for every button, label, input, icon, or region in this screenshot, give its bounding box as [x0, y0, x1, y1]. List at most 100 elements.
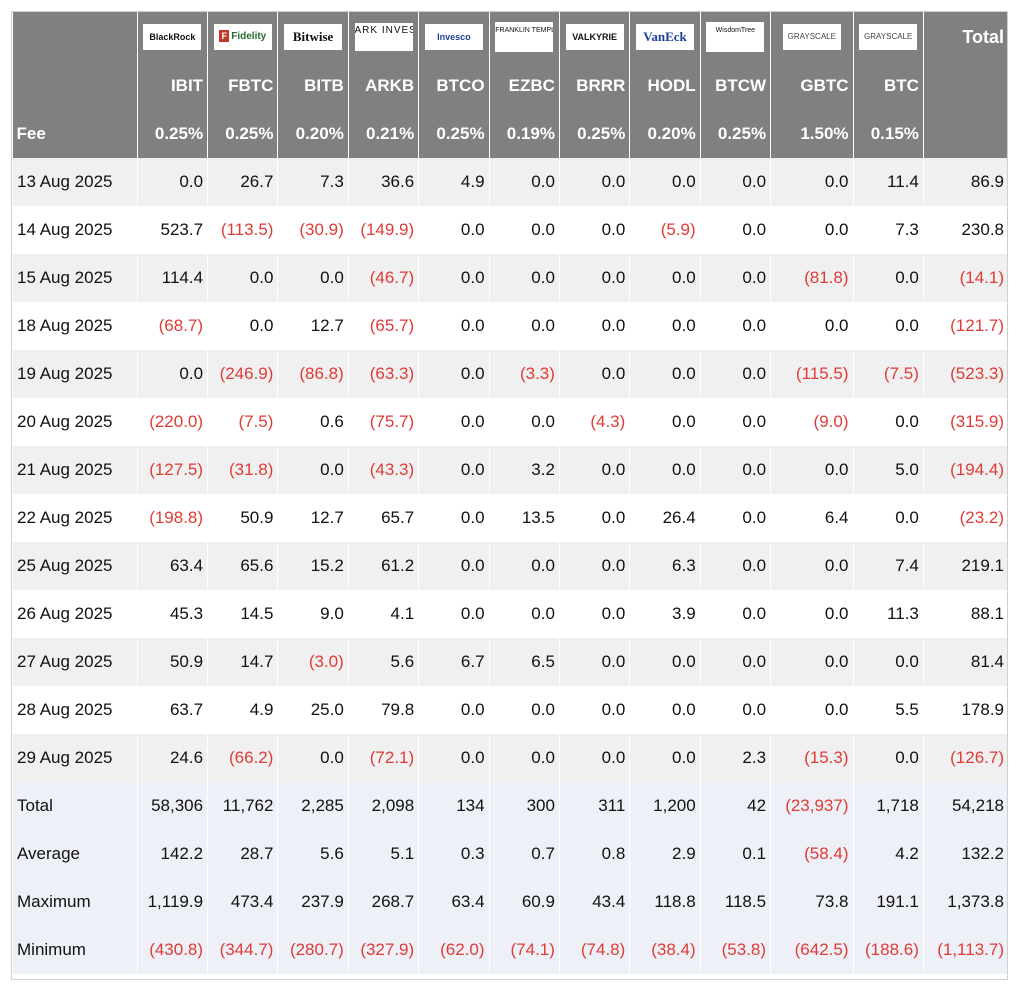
- stat-cell: (58.4): [770, 830, 854, 878]
- stat-row: Minimum (430.8) (344.7) (280.7) (327.9) (62.0…: [12, 926, 1008, 974]
- issuer-logo-cell: Invesco: [418, 12, 490, 62]
- table-row: 21 Aug 2025 (127.5) (31.8) 0.0 (43.3) 0.0 3.2 0…: [12, 446, 1008, 494]
- stat-cell: (53.8): [700, 926, 771, 974]
- row-total: (126.7): [923, 734, 1008, 782]
- flow-cell: 6.4: [770, 494, 854, 542]
- flow-cell: 5.0: [853, 446, 924, 494]
- franklin-templeton-logo: FRANKLIN TEMPLETON: [495, 22, 554, 52]
- fee-value: 0.25%: [207, 110, 278, 158]
- valkyrie-logo: VALKYRIE: [565, 24, 624, 50]
- issuer-logo-cell: ARK INVEST: [347, 12, 419, 62]
- ticker-header: BTCO: [418, 62, 490, 110]
- flow-cell: 0.0: [559, 158, 630, 206]
- flow-cell: 0.0: [559, 446, 630, 494]
- table-row: 13 Aug 2025 0.0 26.7 7.3 36.6 4.9 0.0 0.0 0.0 0.0…: [12, 158, 1008, 206]
- flow-cell: 0.0: [137, 350, 208, 398]
- stat-total: (1,113.7): [923, 926, 1008, 974]
- row-date: 19 Aug 2025: [12, 350, 138, 398]
- flow-cell: 7.3: [853, 206, 924, 254]
- flow-cell: 0.0: [418, 446, 490, 494]
- flow-cell: 0.0: [629, 158, 701, 206]
- flow-cell: 3.9: [629, 590, 701, 638]
- row-date: 18 Aug 2025: [12, 302, 138, 350]
- stat-cell: 60.9: [489, 878, 560, 926]
- flow-cell: 0.0: [770, 302, 854, 350]
- ticker-header: BTCW: [699, 62, 771, 110]
- flow-cell: 0.0: [700, 686, 771, 734]
- flow-cell: (15.3): [770, 734, 854, 782]
- flow-cell: (3.0): [277, 638, 349, 686]
- grayscale-logo: GRAYSCALE: [782, 24, 841, 50]
- table-row: 26 Aug 2025 45.3 14.5 9.0 4.1 0.0 0.0 0.0 3.9 0.0…: [12, 590, 1008, 638]
- row-date: 25 Aug 2025: [12, 542, 138, 590]
- row-date: 13 Aug 2025: [12, 158, 138, 206]
- ticker-header: IBIT: [136, 62, 208, 110]
- flow-cell: 0.0: [418, 494, 490, 542]
- flow-cell: 0.0: [418, 542, 490, 590]
- row-total: 230.8: [923, 206, 1008, 254]
- flow-cell: 0.0: [770, 590, 854, 638]
- flow-cell: 7.4: [853, 542, 924, 590]
- stat-cell: (74.1): [489, 926, 560, 974]
- stat-cell: 1,718: [853, 782, 924, 830]
- stat-total: 54,218: [923, 782, 1008, 830]
- flow-cell: 0.0: [700, 254, 771, 302]
- issuer-logo-cell: BlackRock: [136, 12, 208, 62]
- flow-cell: 0.0: [559, 206, 630, 254]
- stat-label: Maximum: [12, 878, 138, 926]
- stat-cell: 1,119.9: [137, 878, 208, 926]
- flow-cell: (115.5): [770, 350, 854, 398]
- flow-cell: 3.2: [489, 446, 560, 494]
- fee-value: 0.25%: [699, 110, 771, 158]
- flow-cell: 45.3: [137, 590, 208, 638]
- stat-cell: 42: [700, 782, 771, 830]
- flow-cell: 6.5: [489, 638, 560, 686]
- stat-label: Average: [12, 830, 138, 878]
- flow-cell: 0.0: [770, 638, 854, 686]
- stat-cell: 43.4: [559, 878, 630, 926]
- flow-cell: 79.8: [348, 686, 419, 734]
- flow-cell: (5.9): [629, 206, 701, 254]
- flow-cell: 50.9: [137, 638, 208, 686]
- stat-cell: 63.4: [418, 878, 490, 926]
- flow-cell: 0.0: [700, 542, 771, 590]
- row-total: (315.9): [923, 398, 1008, 446]
- stat-cell: (74.8): [559, 926, 630, 974]
- stat-cell: 0.1: [700, 830, 771, 878]
- flow-cell: 0.0: [559, 254, 630, 302]
- fee-value: 0.25%: [558, 110, 630, 158]
- stat-cell: (642.5): [770, 926, 854, 974]
- flow-cell: 0.6: [277, 398, 349, 446]
- stat-cell: (23,937): [770, 782, 854, 830]
- ticker-row-label: [12, 62, 138, 110]
- fee-row-total: [922, 110, 1008, 158]
- table-row: 22 Aug 2025 (198.8) 50.9 12.7 65.7 0.0 13.5 0.0…: [12, 494, 1008, 542]
- flow-cell: (4.3): [559, 398, 630, 446]
- flow-cell: 0.0: [137, 158, 208, 206]
- fee-label: Fee: [12, 110, 138, 158]
- flow-cell: 14.5: [207, 590, 278, 638]
- flow-cell: 0.0: [770, 686, 854, 734]
- issuer-logo-cell: GRAYSCALE: [852, 12, 924, 62]
- row-date: 20 Aug 2025: [12, 398, 138, 446]
- flow-cell: 0.0: [700, 350, 771, 398]
- fee-value: 0.20%: [629, 110, 701, 158]
- flow-cell: 0.0: [489, 734, 560, 782]
- flow-cell: 114.4: [137, 254, 208, 302]
- ticker-header: BRRR: [558, 62, 630, 110]
- flow-cell: 2.3: [700, 734, 771, 782]
- wisdomtree-logo: WisdomTree: [706, 22, 765, 52]
- issuer-logo-cell: Bitwise: [277, 12, 349, 62]
- flow-cell: 61.2: [348, 542, 419, 590]
- flow-cell: (66.2): [207, 734, 278, 782]
- issuer-logo-cell: WisdomTree: [699, 12, 771, 62]
- flow-cell: 5.5: [853, 686, 924, 734]
- flow-cell: 0.0: [700, 494, 771, 542]
- flow-cell: 0.0: [853, 302, 924, 350]
- stat-cell: 142.2: [137, 830, 208, 878]
- table-row: 19 Aug 2025 0.0 (246.9) (86.8) (63.3) 0.0 (3.3…: [12, 350, 1008, 398]
- stat-cell: 5.1: [348, 830, 419, 878]
